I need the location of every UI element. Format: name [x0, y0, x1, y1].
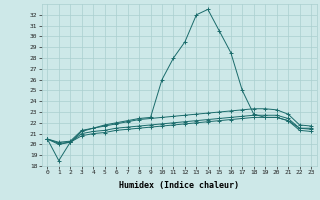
X-axis label: Humidex (Indice chaleur): Humidex (Indice chaleur)	[119, 181, 239, 190]
